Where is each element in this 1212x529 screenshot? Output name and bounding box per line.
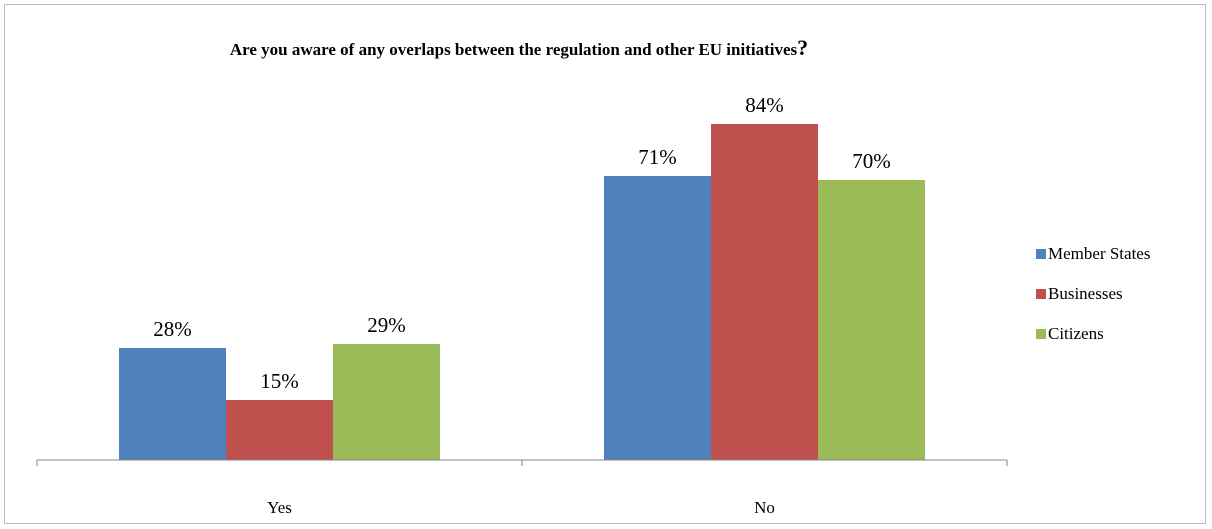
data-label-no-member-states: 71% [638, 145, 677, 169]
bar-yes-citizens [333, 344, 440, 460]
data-label-yes-citizens: 29% [367, 313, 406, 337]
x-axis: Yes No [36, 459, 1008, 517]
legend-swatch-citizens [1036, 329, 1046, 339]
bar-yes-businesses [226, 400, 333, 460]
data-label-no-businesses: 84% [745, 93, 784, 117]
data-label-yes-member-states: 28% [153, 317, 192, 341]
chart-title-text: Are you aware of any overlaps between th… [230, 40, 798, 59]
bar-no-citizens [818, 180, 925, 460]
chart-title: Are you aware of any overlaps between th… [230, 35, 808, 60]
legend-swatch-businesses [1036, 289, 1046, 299]
legend-label-member-states: Member States [1048, 244, 1150, 263]
data-label-no-citizens: 70% [852, 149, 891, 173]
legend-label-businesses: Businesses [1048, 284, 1123, 303]
bars-layer [119, 124, 925, 460]
bar-no-businesses [711, 124, 818, 460]
chart-title-question-mark: ? [797, 35, 808, 60]
legend-swatch-member-states [1036, 249, 1046, 259]
legend-label-citizens: Citizens [1048, 324, 1104, 343]
data-label-yes-businesses: 15% [260, 369, 299, 393]
x-tick-label-no: No [754, 498, 775, 517]
x-tick-label-yes: Yes [267, 498, 292, 517]
chart-area: Are you aware of any overlaps between th… [4, 4, 1206, 524]
bar-no-member-states [604, 176, 711, 460]
chart-canvas: Are you aware of any overlaps between th… [36, 35, 1150, 517]
data-labels-layer: 28% 15% 29% 71% 84% 70% [153, 93, 891, 393]
bar-yes-member-states [119, 348, 226, 460]
legend: Member States Businesses Citizens [1036, 244, 1150, 343]
